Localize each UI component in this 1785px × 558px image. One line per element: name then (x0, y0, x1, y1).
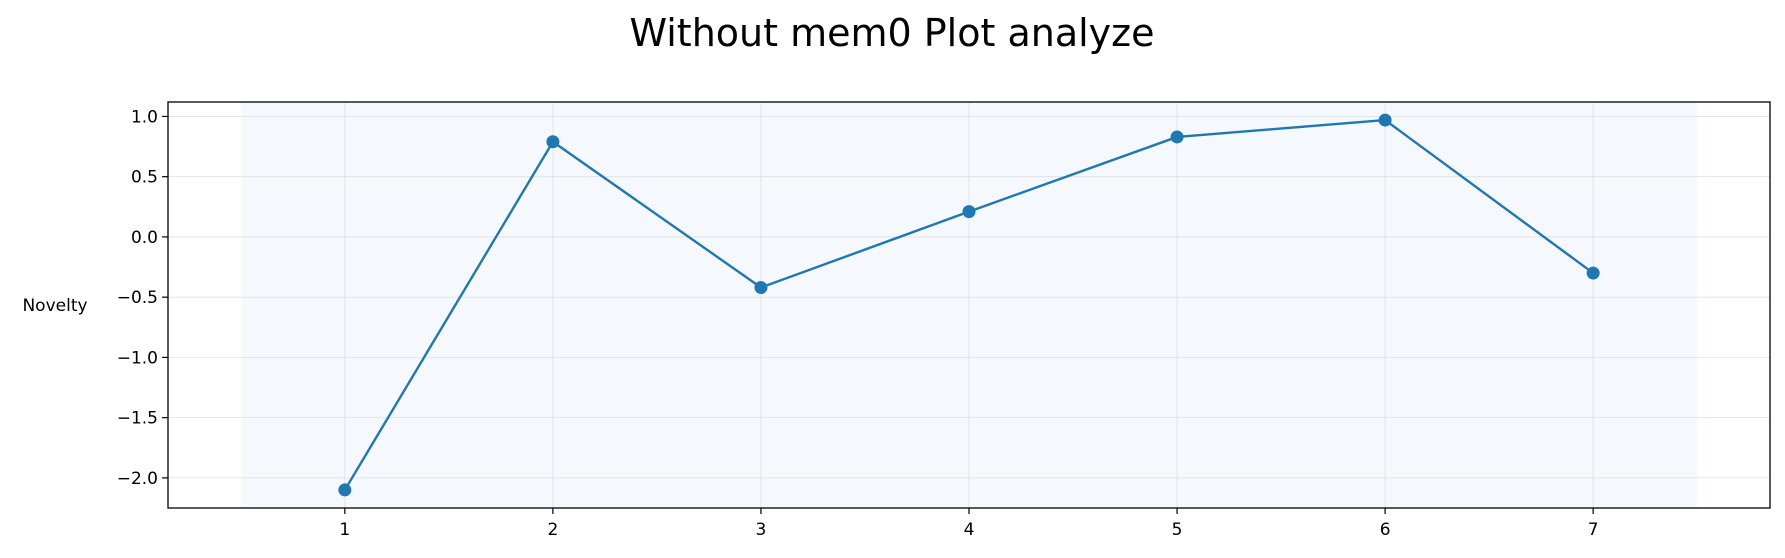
data-point (1170, 130, 1184, 144)
x-tick-label: 1 (339, 520, 350, 540)
data-point (962, 205, 976, 219)
data-point (546, 135, 560, 149)
plot-area: 1 2 3 4 5 6 7 1.0 0.5 0.0 −0.5 −1.0 −1.5 −2.0 (117, 101, 1771, 540)
x-tick-label: 6 (1380, 520, 1391, 540)
x-tick-label: 2 (547, 520, 558, 540)
y-tick-label: −1.0 (117, 348, 158, 368)
y-tick-label: 0.0 (131, 228, 158, 248)
y-tick-label: −2.0 (117, 469, 158, 489)
y-tick-label: −0.5 (117, 288, 158, 308)
x-tick-label: 7 (1588, 520, 1599, 540)
data-point (338, 483, 352, 497)
chart-title: Without mem0 Plot analyze (630, 11, 1155, 55)
x-tick-label: 4 (964, 520, 975, 540)
data-point (1378, 113, 1392, 127)
data-point (1586, 266, 1600, 280)
data-point (754, 281, 768, 295)
x-tick-label: 5 (1172, 520, 1183, 540)
y-axis-label: Novelty (22, 296, 87, 316)
y-tick-label: 1.0 (131, 107, 158, 127)
y-tick-label: 0.5 (131, 168, 158, 188)
x-tick-label: 3 (756, 520, 767, 540)
y-tick-label: −1.5 (117, 409, 158, 429)
